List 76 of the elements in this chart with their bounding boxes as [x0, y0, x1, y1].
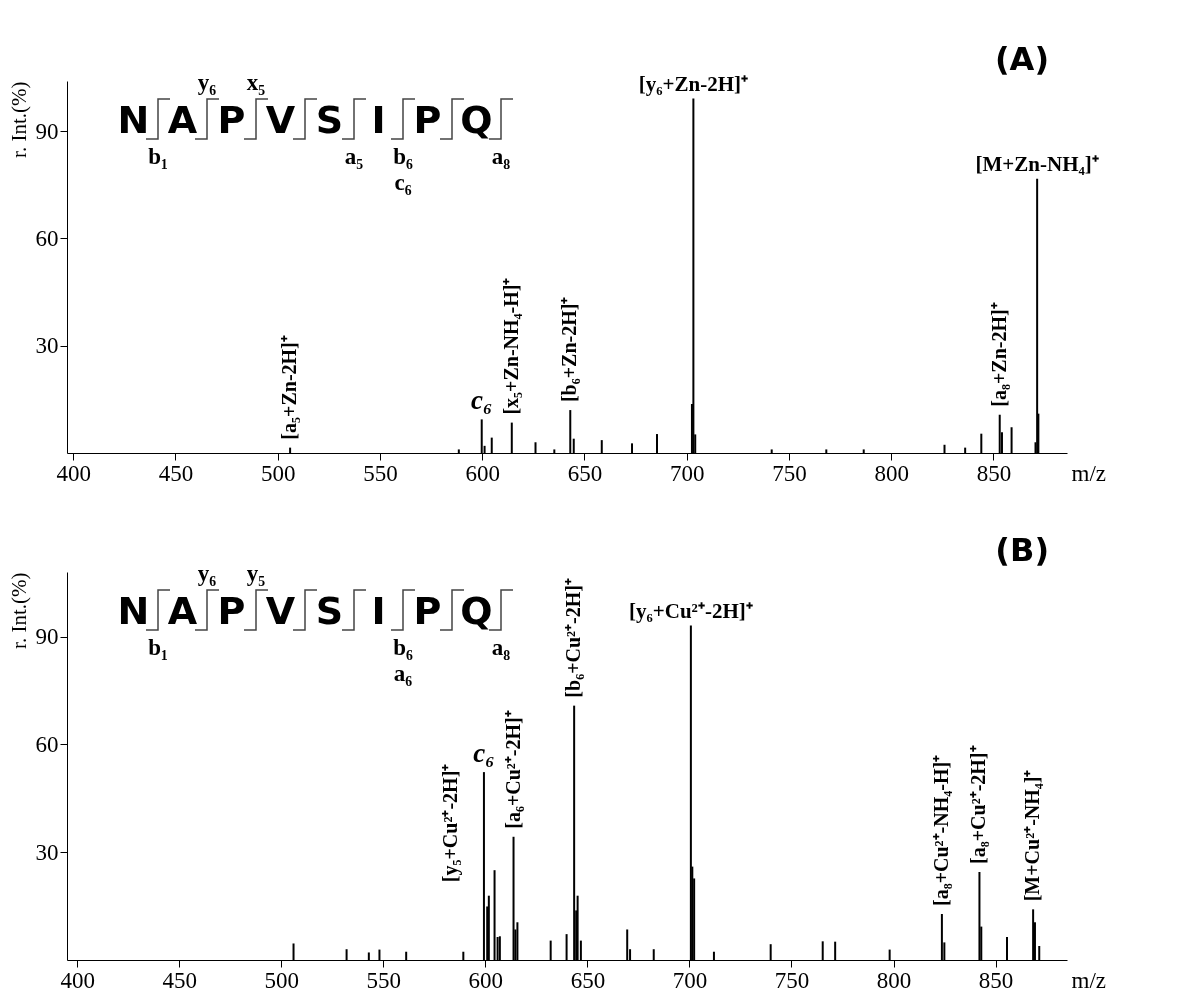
- x-axis-title: m/z: [1071, 460, 1106, 486]
- y-tick-label: 30: [35, 333, 59, 359]
- annotation: [a₈+Zn-2H]⁺: [987, 302, 1010, 407]
- annotation: b₁: [148, 635, 168, 660]
- x-axis-title: m/z: [1071, 967, 1106, 993]
- annotation: y₆: [197, 561, 217, 586]
- annotation: a₈: [491, 635, 511, 660]
- annotation: Q: [460, 98, 493, 142]
- annotation: y₅: [246, 561, 266, 586]
- x-tick-label: 800: [876, 967, 912, 993]
- y-tick-label: 90: [35, 118, 59, 144]
- annotation: [M+Cu²⁺-NH₄]⁺: [1021, 769, 1044, 902]
- x-tick-label: 500: [264, 967, 300, 993]
- annotation: P: [413, 589, 442, 633]
- x-tick-label: 800: [874, 460, 909, 486]
- x-tick-label: 450: [158, 460, 194, 486]
- annotation: b₆: [393, 635, 413, 660]
- x-tick-label: 400: [60, 967, 95, 993]
- x-tick-label: 750: [772, 460, 807, 486]
- annotation: [y₆+Cu²⁺-2H]⁺: [629, 598, 753, 623]
- annotation: S: [315, 98, 344, 142]
- annotation: c₆: [473, 738, 495, 769]
- x-tick-label: 700: [672, 967, 708, 993]
- x-tick-label: 600: [465, 460, 500, 486]
- y-axis-title: r. Int.(%): [6, 81, 31, 158]
- annotation: b₆: [393, 144, 413, 169]
- annotation: S: [315, 589, 344, 633]
- annotation: I: [371, 589, 386, 633]
- annotation: x₅: [246, 70, 266, 95]
- y-tick-label: 60: [35, 225, 59, 251]
- annotation: [y₆+Zn-2H]⁺: [638, 71, 749, 96]
- annotation: y₆: [197, 70, 217, 95]
- annotation: N: [117, 98, 150, 142]
- annotation: P: [217, 98, 246, 142]
- annotation: N: [117, 589, 150, 633]
- annotation: P: [217, 589, 246, 633]
- annotation: [y₅+Cu²⁺-2H]⁺: [438, 763, 462, 883]
- text: (B): [995, 531, 1049, 569]
- annotation: Q: [460, 589, 493, 633]
- y-tick-label: 30: [35, 839, 59, 865]
- annotation: c₆: [471, 385, 493, 416]
- text: (A): [994, 40, 1049, 78]
- annotation: P: [413, 98, 442, 142]
- x-tick-label: 550: [363, 460, 398, 486]
- annotation: I: [371, 98, 386, 142]
- annotation: [a₆+Cu²⁺-2H]⁺: [501, 710, 524, 829]
- annotation: [a₈+Cu²⁺-NH₄-H]⁺: [929, 754, 952, 907]
- annotation: [a₈+Cu²⁺-2H]⁺: [967, 745, 990, 864]
- annotation: [a₅+Zn-2H]⁺: [278, 335, 301, 440]
- x-tick-label: 650: [570, 967, 606, 993]
- x-tick-label: 400: [56, 460, 91, 486]
- annotation: [b₆+Zn-2H]⁺: [558, 296, 581, 403]
- annotation: a₅: [344, 144, 364, 169]
- annotation: A: [167, 98, 198, 142]
- x-tick-label: 450: [162, 967, 197, 993]
- annotation: [b₆+Cu²⁺-2H]⁺: [562, 578, 585, 698]
- y-tick-label: 60: [35, 731, 59, 757]
- y-tick-label: 90: [35, 624, 59, 650]
- annotation: c₆: [394, 170, 412, 195]
- x-tick-label: 600: [468, 967, 504, 993]
- x-tick-label: 850: [978, 967, 1014, 993]
- x-tick-label: 850: [976, 460, 1012, 486]
- annotation: A: [167, 589, 198, 633]
- annotation: [M+Zn-NH₄]⁺: [975, 151, 1099, 176]
- x-tick-label: 650: [567, 460, 603, 486]
- x-tick-label: 700: [669, 460, 705, 486]
- x-tick-label: 500: [260, 460, 296, 486]
- annotation: V: [265, 589, 296, 633]
- annotation: V: [265, 98, 296, 142]
- annotation: a₈: [491, 144, 511, 169]
- annotation: b₁: [148, 144, 168, 169]
- x-tick-label: 750: [774, 967, 810, 993]
- y-axis-title: r. Int.(%): [6, 572, 31, 649]
- annotation: [x₅+Zn-NH₄-H]⁺: [499, 277, 522, 415]
- annotation: a₆: [393, 661, 413, 686]
- x-tick-label: 550: [366, 967, 402, 993]
